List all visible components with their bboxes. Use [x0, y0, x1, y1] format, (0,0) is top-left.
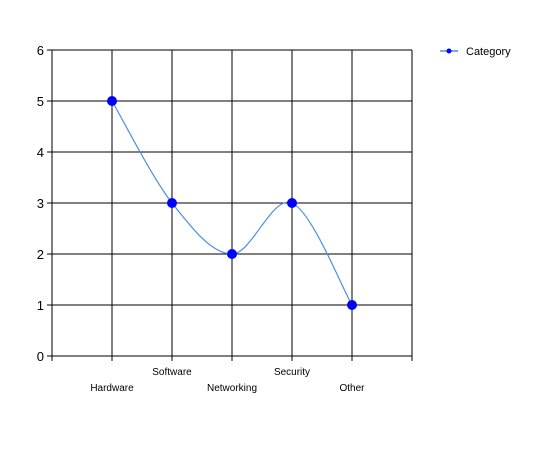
y-tick-label: 2 — [37, 247, 44, 262]
data-point — [287, 198, 297, 208]
data-point — [107, 96, 117, 106]
y-tick-label: 1 — [37, 298, 44, 313]
data-point — [227, 249, 237, 259]
y-tick-label: 4 — [37, 145, 44, 160]
legend: Category — [440, 46, 511, 58]
y-tick-label: 5 — [37, 94, 44, 109]
x-tick-label: Networking — [207, 383, 257, 394]
data-point — [347, 300, 357, 310]
x-tick-label: Other — [339, 383, 365, 394]
data-point — [167, 198, 177, 208]
series-layer — [107, 96, 357, 310]
y-tick-label: 0 — [37, 349, 44, 364]
legend-label: Category — [466, 46, 511, 58]
y-tick-label: 3 — [37, 196, 44, 211]
x-tick-label: Security — [274, 367, 310, 378]
x-tick-label: Software — [152, 367, 192, 378]
axis-layer: 0 1 2 3 4 5 6 Hardware Software Networking Securit… — [37, 43, 413, 394]
legend-marker-swatch — [446, 48, 452, 54]
grid-layer — [52, 49, 413, 357]
x-tick-label: Hardware — [90, 383, 134, 394]
y-tick-label: 6 — [37, 43, 44, 58]
